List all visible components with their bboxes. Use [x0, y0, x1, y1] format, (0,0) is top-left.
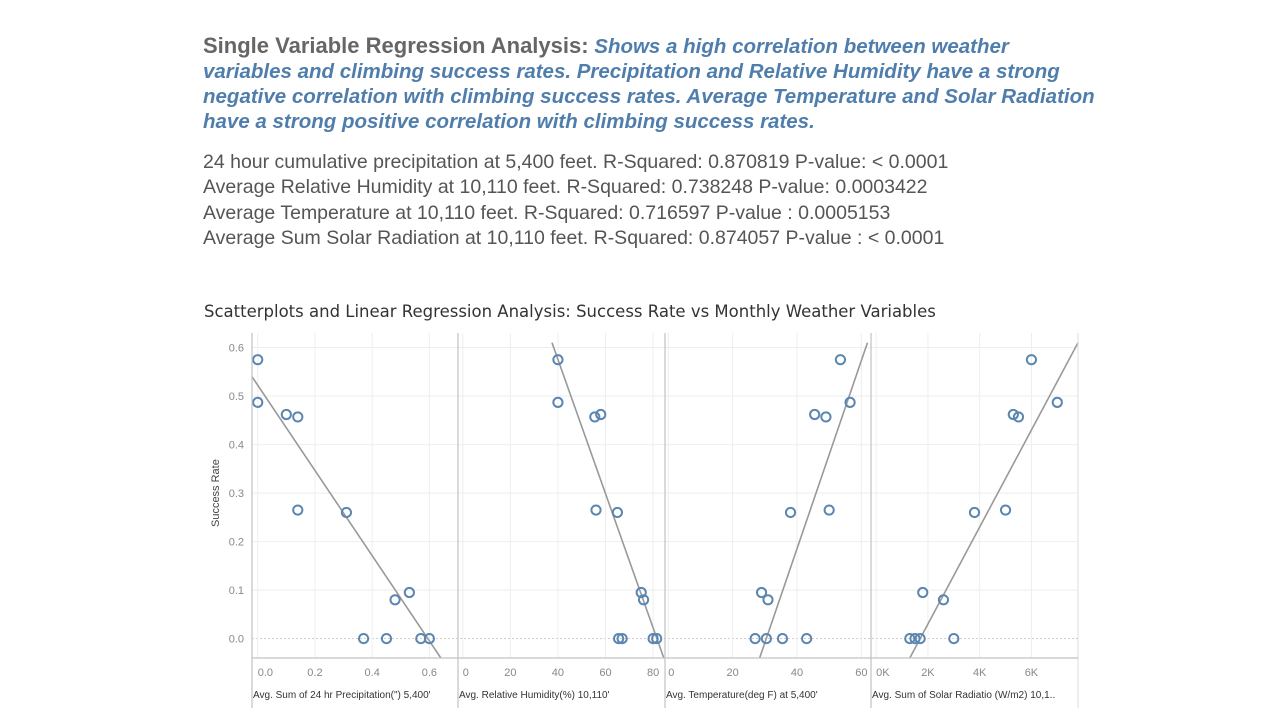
x-tick-label: 0	[668, 667, 674, 679]
data-point	[590, 504, 602, 516]
data-point	[937, 594, 950, 606]
data-point	[823, 504, 835, 516]
data-point	[292, 504, 304, 516]
data-point	[948, 632, 960, 645]
x-tick-label: 60	[599, 667, 611, 679]
data-point	[616, 632, 628, 645]
stat-precipitation: 24 hour cumulative precipitation at 5,40…	[203, 151, 949, 173]
x-tick-label: 20	[726, 667, 738, 679]
x-tick-label: 40	[552, 667, 564, 679]
data-point	[552, 396, 564, 408]
data-point	[403, 586, 415, 599]
trend-line	[551, 342, 665, 658]
data-point	[651, 632, 663, 645]
stat-humidity: Average Relative Humidity at 10,110 feet…	[203, 176, 928, 199]
data-point	[1012, 411, 1025, 423]
y-tick-label: 0.5	[229, 391, 244, 403]
heading-title: Single Variable Regression Analysis:	[203, 33, 589, 58]
x-axis-title: Avg. Sum of Solar Radiatio (W/m2) 10,1..	[872, 690, 1055, 701]
data-point	[647, 632, 659, 645]
y-tick-label: 0.3	[229, 488, 244, 500]
stat-solar-radiation: Average Sum Solar Radiation at 10,110 fe…	[203, 226, 945, 249]
x-tick-label: 0.0	[258, 667, 273, 679]
x-tick-label: 0.2	[307, 667, 322, 679]
data-point	[380, 632, 393, 645]
regression-stats: 24 hour cumulative precipitation at 5,40…	[203, 150, 1103, 251]
data-point	[844, 396, 856, 408]
x-axis-title: Avg. Relative Humidity(%) 10,110'	[459, 690, 610, 701]
data-point	[340, 506, 353, 519]
data-point	[252, 354, 264, 366]
trend-line	[909, 342, 1078, 658]
data-point	[1025, 354, 1038, 366]
data-point	[280, 408, 292, 421]
data-point	[820, 411, 832, 423]
y-tick-label: 0.1	[229, 585, 244, 597]
data-point	[423, 632, 435, 645]
data-point	[611, 506, 624, 519]
data-point	[357, 632, 370, 645]
y-tick-label: 0.4	[229, 440, 244, 452]
data-point	[755, 586, 768, 599]
y-tick-label: 0.0	[229, 634, 244, 646]
data-point	[917, 586, 929, 599]
x-tick-label: 20	[504, 667, 516, 679]
x-tick-label: 0	[463, 667, 469, 679]
heading: Single Variable Regression Analysis: Sho…	[203, 33, 1103, 134]
data-point	[1007, 408, 1019, 421]
data-point	[809, 408, 821, 421]
data-point	[552, 354, 564, 366]
x-tick-label: 4K	[973, 667, 987, 679]
data-point	[776, 632, 789, 645]
data-point	[252, 396, 264, 408]
data-point	[595, 408, 607, 421]
data-point	[801, 632, 813, 645]
y-tick-label: 0.6	[229, 343, 244, 355]
x-tick-label: 6K	[1025, 667, 1039, 679]
data-point	[1051, 396, 1063, 408]
stat-temperature: Average Temperature at 10,110 feet. R-Sq…	[203, 201, 891, 224]
x-tick-label: 40	[791, 667, 803, 679]
data-point	[784, 506, 797, 519]
data-point	[749, 632, 761, 645]
chart-title: Scatterplots and Linear Regression Analy…	[204, 302, 936, 321]
x-tick-label: 80	[647, 667, 659, 679]
data-point	[914, 632, 926, 645]
data-point	[637, 594, 650, 606]
data-point	[968, 506, 981, 519]
data-point	[762, 594, 774, 606]
data-point	[834, 354, 847, 366]
x-axis-title: Avg. Sum of 24 hr Precipitation(") 5,400…	[253, 690, 431, 701]
heading-summary: Shows a high correlation between weather…	[203, 35, 1095, 133]
x-tick-label: 0.6	[422, 667, 437, 679]
x-tick-label: 60	[855, 667, 867, 679]
data-point	[589, 411, 601, 423]
y-tick-label: 0.2	[229, 537, 244, 549]
data-point	[635, 586, 647, 599]
x-axis-title: Avg. Temperature(deg F) at 5,400'	[666, 690, 818, 701]
data-point	[292, 411, 304, 423]
x-tick-label: 2K	[921, 667, 935, 679]
data-point	[613, 632, 625, 645]
trend-line	[758, 342, 869, 658]
data-point	[909, 632, 921, 645]
x-tick-label: 0.4	[365, 667, 380, 679]
y-axis-title: Success Rate	[210, 459, 222, 527]
data-point	[760, 632, 772, 645]
x-tick-label: 0K	[876, 667, 890, 679]
data-point	[389, 594, 401, 606]
data-point	[999, 504, 1012, 516]
data-point	[904, 632, 916, 645]
